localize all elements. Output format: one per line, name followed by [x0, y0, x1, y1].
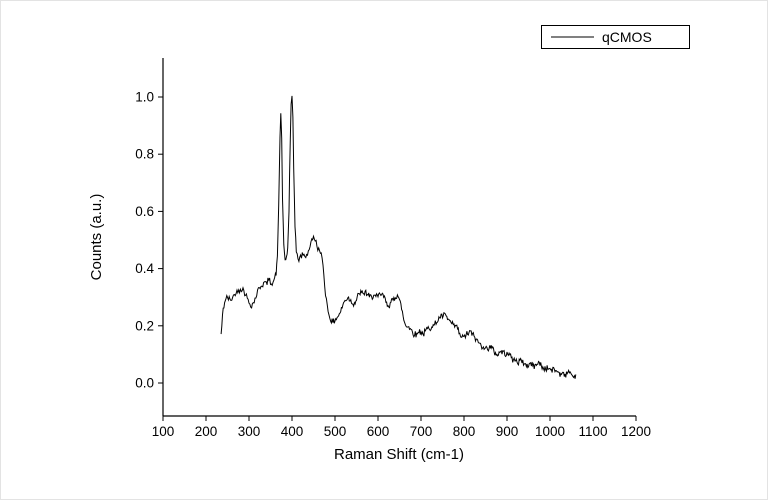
y-tick-label: 0.2 — [135, 318, 154, 333]
legend-box — [541, 25, 690, 49]
y-tick-label: 0.4 — [135, 261, 154, 276]
x-tick-label: 1000 — [535, 424, 565, 439]
x-tick-label: 1200 — [621, 424, 651, 439]
x-axis-title: Raman Shift (cm-1) — [334, 446, 464, 463]
plot-area: 100 200 300 400 500 600 700 800 900 1000 1100 1200 0… — [135, 58, 651, 439]
legend: qCMOS — [541, 25, 690, 49]
y-tick-label: 0.6 — [135, 204, 154, 219]
y-axis-title: Counts (a.u.) — [88, 194, 105, 281]
x-tick-label: 500 — [324, 424, 347, 439]
x-tick-label: 900 — [496, 424, 519, 439]
x-tick-label: 200 — [195, 424, 218, 439]
x-tick-label: 600 — [367, 424, 390, 439]
x-tick-label: 100 — [152, 424, 175, 439]
x-tick-label: 300 — [238, 424, 261, 439]
x-tick-label: 800 — [453, 424, 476, 439]
y-tick-label: 0.0 — [135, 376, 154, 391]
x-tick-label: 1100 — [578, 424, 607, 439]
y-tick-label: 1.0 — [135, 90, 154, 105]
spectrum-trace — [220, 95, 577, 379]
x-tick-label: 400 — [281, 424, 304, 439]
x-tick-label: 700 — [410, 424, 433, 439]
y-tick-label: 0.8 — [135, 147, 154, 162]
legend-label: qCMOS — [602, 29, 652, 45]
